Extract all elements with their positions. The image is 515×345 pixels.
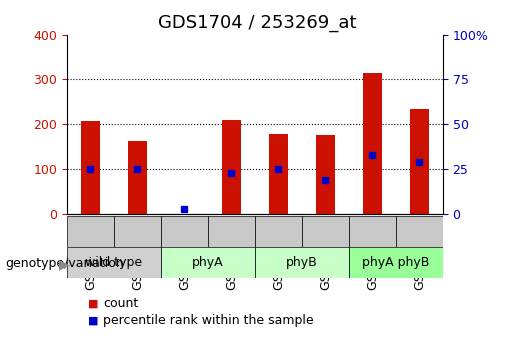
Text: percentile rank within the sample: percentile rank within the sample (103, 314, 314, 327)
Text: phyA: phyA (192, 256, 224, 269)
Text: phyA phyB: phyA phyB (362, 256, 430, 269)
Bar (316, 135, 335, 214)
Bar (410, 108, 429, 214)
Bar (363, 73, 382, 214)
FancyBboxPatch shape (349, 216, 396, 247)
Text: phyB: phyB (286, 256, 318, 269)
Bar (222, 120, 241, 214)
FancyBboxPatch shape (396, 216, 443, 247)
FancyBboxPatch shape (255, 216, 302, 247)
FancyBboxPatch shape (67, 216, 114, 247)
Text: count: count (103, 297, 138, 310)
FancyBboxPatch shape (161, 247, 255, 278)
Text: ■: ■ (88, 316, 98, 326)
FancyBboxPatch shape (161, 216, 208, 247)
Text: wild type: wild type (85, 256, 143, 269)
FancyBboxPatch shape (349, 247, 443, 278)
Bar (269, 134, 288, 214)
FancyBboxPatch shape (67, 247, 161, 278)
Text: ▶: ▶ (59, 257, 70, 271)
Text: ■: ■ (88, 299, 98, 308)
FancyBboxPatch shape (255, 247, 349, 278)
FancyBboxPatch shape (114, 216, 161, 247)
Text: genotype/variation: genotype/variation (5, 257, 124, 270)
FancyBboxPatch shape (302, 216, 349, 247)
Bar (128, 141, 147, 214)
FancyBboxPatch shape (208, 216, 255, 247)
Text: GDS1704 / 253269_at: GDS1704 / 253269_at (158, 14, 357, 32)
Bar (81, 121, 100, 214)
